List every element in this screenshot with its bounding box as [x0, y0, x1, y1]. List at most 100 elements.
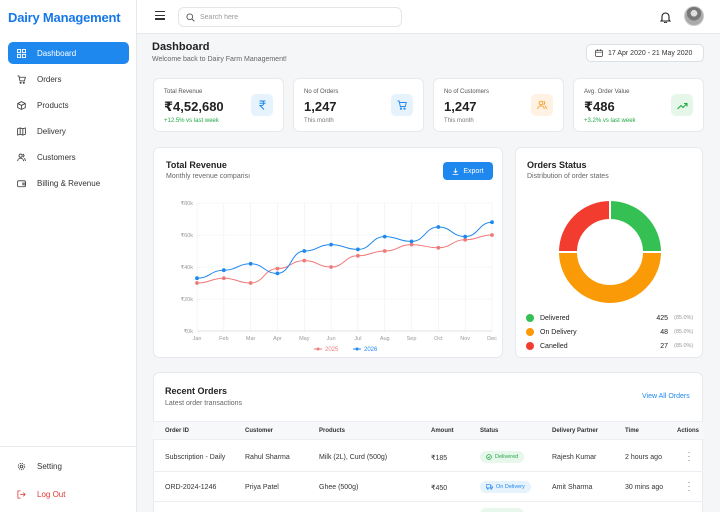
stat-value: ₹4,52,680: [164, 99, 224, 114]
sidebar-item-billing[interactable]: Billing & Revenue: [8, 172, 129, 194]
sidebar-item-setting[interactable]: Setting: [8, 455, 128, 477]
gear-icon: [17, 462, 31, 471]
bell-icon[interactable]: [660, 11, 671, 23]
legend-count: 48: [660, 328, 668, 336]
column-header[interactable]: Delivery Partner: [552, 428, 599, 434]
cell-customer: Rahul Sharma: [245, 454, 290, 461]
more-actions-icon[interactable]: · · ·: [687, 477, 691, 495]
legend-label: On Delivery: [540, 328, 577, 336]
stat-label: No of Orders: [304, 89, 339, 95]
grid-icon: [17, 48, 31, 58]
status-badge: On Delivery: [480, 481, 531, 493]
legend-label-2025: 2025: [325, 347, 339, 353]
sidebar-item-customers[interactable]: Customers: [8, 146, 129, 168]
y-tick-label: ₹20k: [181, 296, 194, 303]
x-tick-label: Dec: [487, 336, 497, 342]
x-tick-label: Sep: [407, 336, 417, 342]
stat-value: 1,247: [304, 99, 337, 114]
sidebar: Dairy Management Dashboard Orders Produc…: [0, 0, 137, 512]
sidebar-item-label: Log Out: [37, 489, 66, 499]
view-all-orders-link[interactable]: View All Orders: [642, 393, 690, 400]
legend-item-cancelled: Canelled 27 (85.0%): [526, 342, 696, 350]
x-tick-label: Apr: [273, 336, 282, 342]
export-button[interactable]: Export: [443, 162, 493, 180]
sidebar-item-delivery[interactable]: Delivery: [8, 120, 129, 142]
column-header[interactable]: Amount: [431, 428, 454, 434]
data-point-2026: [382, 234, 387, 239]
legend-label: Canelled: [540, 342, 568, 350]
orders-status-title: Orders Status: [527, 160, 587, 170]
trend-up-icon: [671, 94, 693, 116]
box-icon: [17, 100, 31, 110]
series-line-2026: [196, 221, 493, 279]
cell-products: Ghee (500g): [319, 484, 359, 491]
column-header[interactable]: Customer: [245, 428, 274, 434]
sidebar-nav: Dashboard Orders Products Delivery Custo…: [8, 42, 129, 198]
orders-status-donut-chart: [556, 198, 664, 305]
stat-value: ₹486: [584, 99, 615, 114]
legend-item-delivered: Delivered 425 (85.0%): [526, 314, 696, 322]
data-point-2026: [248, 261, 253, 266]
cell-customer: Priya Patel: [245, 484, 279, 491]
sidebar-bottom: Setting Log Out: [0, 446, 136, 511]
topbar: [137, 0, 720, 34]
legend-dot: [526, 342, 534, 350]
status-label: Delivered: [495, 454, 519, 460]
check-circle-icon: [486, 454, 492, 460]
download-icon: [453, 167, 459, 175]
rupee-icon: [251, 94, 273, 116]
donut-slice-on-delivery[interactable]: [556, 251, 664, 305]
column-header[interactable]: Products: [319, 428, 346, 434]
sidebar-item-dashboard[interactable]: Dashboard: [8, 42, 129, 64]
menu-icon[interactable]: [155, 11, 165, 22]
cell-time: 30 mins ago: [625, 484, 664, 491]
avatar[interactable]: [684, 6, 704, 26]
data-point-2026: [195, 276, 199, 281]
sidebar-item-label: Orders: [37, 74, 62, 84]
cell-order-id: Subscription - Daily: [165, 454, 226, 461]
cell-amount: ₹185: [431, 455, 448, 462]
search-input[interactable]: [200, 13, 390, 21]
logout-icon: [17, 489, 31, 499]
users-icon: [531, 94, 553, 116]
orders-status-subtitle: Distribution of order states: [527, 173, 609, 180]
x-tick-label: Jun: [327, 336, 336, 342]
data-point-2025: [221, 276, 226, 281]
legend-dot: [526, 328, 534, 336]
cart-icon: [391, 94, 413, 116]
column-header[interactable]: Status: [480, 428, 499, 434]
cell-time: 2 hours ago: [625, 454, 662, 461]
data-point-2025: [356, 253, 360, 258]
table-row[interactable]: ORD-2024-1246 Priya Patel Ghee (500g) ₹4…: [153, 472, 703, 502]
more-actions-icon[interactable]: · · ·: [687, 447, 691, 465]
brand-logo[interactable]: Dairy Management: [8, 10, 121, 25]
sidebar-item-label: Dashboard: [37, 48, 77, 58]
date-range-label: 17 Apr 2020 - 21 May 2020: [608, 49, 693, 57]
sidebar-item-label: Customers: [37, 152, 76, 162]
y-tick-label: ₹0k: [184, 328, 194, 335]
revenue-subtitle: Monthly revenue comparisı: [166, 173, 251, 180]
logout-button[interactable]: Log Out: [8, 483, 128, 505]
sidebar-item-products[interactable]: Products: [8, 94, 129, 116]
column-header[interactable]: Time: [625, 428, 639, 434]
stat-card-orders: No of Orders 1,247 This month: [293, 78, 424, 132]
data-point-2025: [329, 265, 333, 269]
cell-delivery-partner: Amit Sharma: [552, 484, 593, 491]
column-header[interactable]: Order ID: [165, 428, 190, 434]
table-row[interactable]: Subscription - Daily Rahul Sharma Milk (…: [153, 442, 703, 472]
cell-products: Milk (2L), Curd (500g): [319, 454, 388, 461]
legend-percent: (85.0%): [674, 315, 694, 321]
wallet-icon: [17, 179, 31, 188]
stat-note: This month: [304, 118, 334, 124]
x-tick-label: May: [299, 336, 310, 342]
map-icon: [17, 126, 31, 136]
series-line-2025: [196, 234, 493, 284]
donut-slice-delivered[interactable]: [609, 198, 664, 253]
data-point-2025: [195, 281, 199, 285]
cell-order-id: ORD-2024-1246: [165, 484, 217, 491]
stat-card-customers: No of Customers 1,247 This month: [433, 78, 564, 132]
sidebar-item-orders[interactable]: Orders: [8, 68, 129, 90]
date-range-picker[interactable]: 17 Apr 2020 - 21 May 2020: [586, 44, 704, 62]
donut-slice-canelled[interactable]: [556, 198, 611, 253]
cart-icon: [17, 74, 31, 84]
